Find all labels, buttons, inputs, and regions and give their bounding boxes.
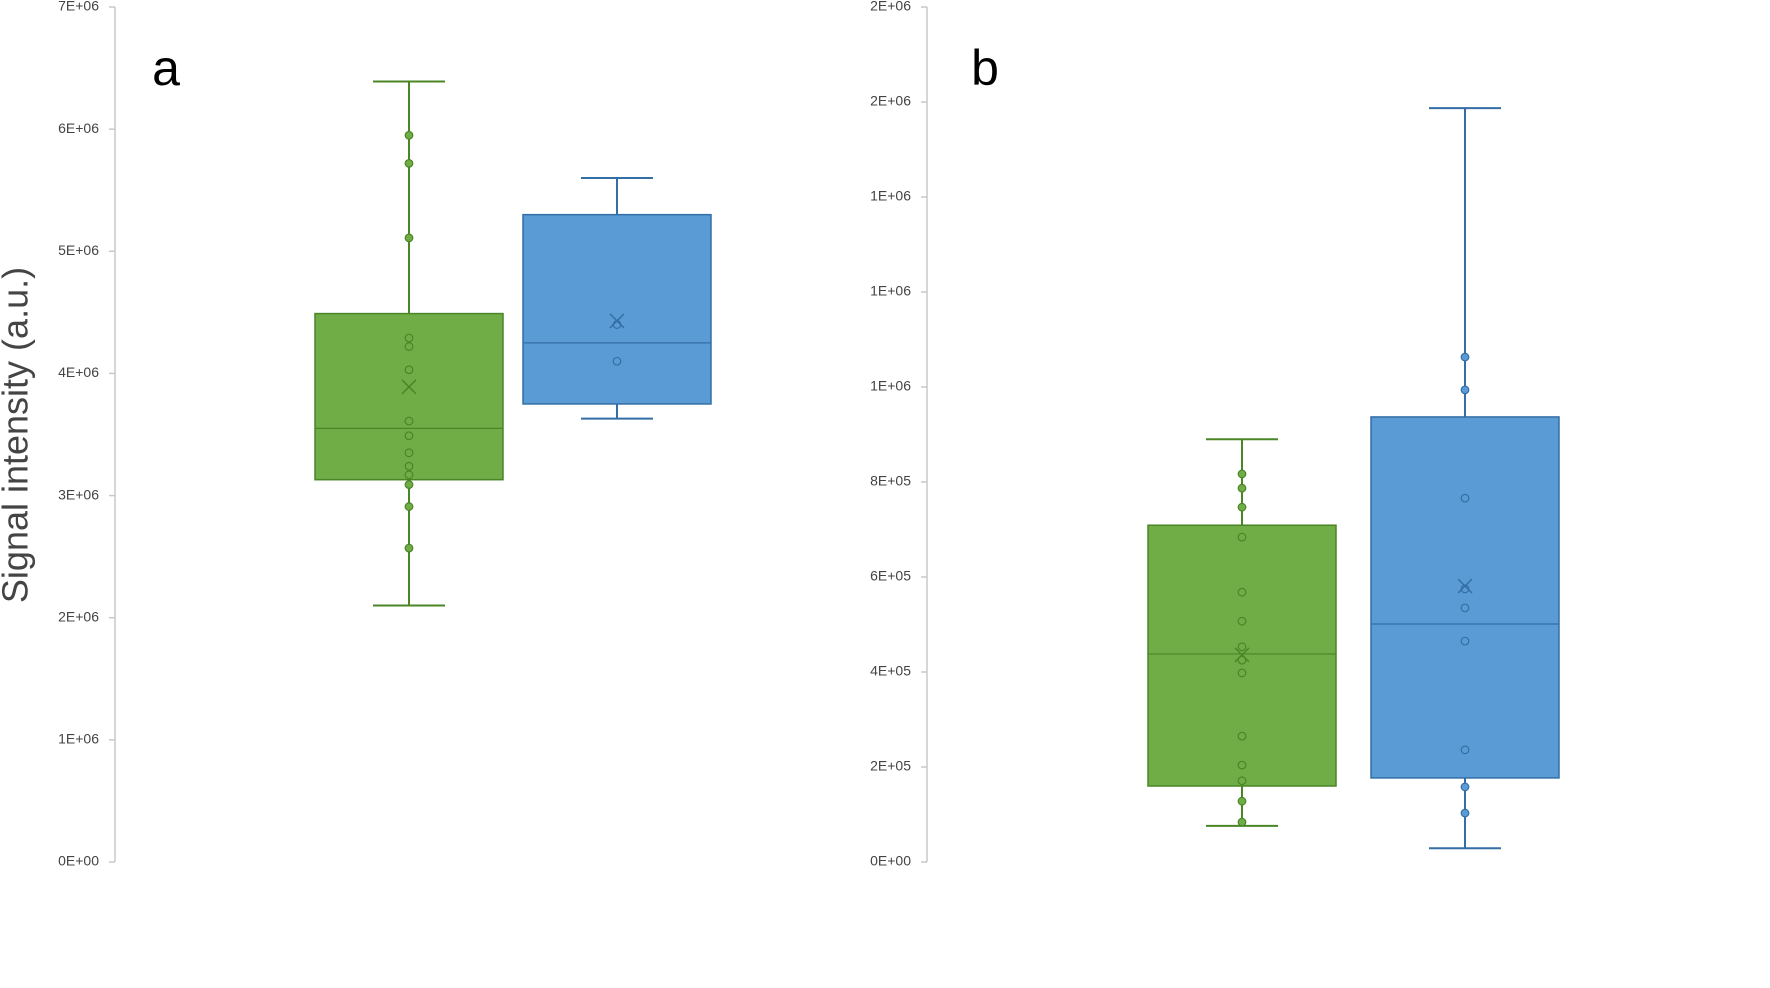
panel-label: a (152, 40, 180, 96)
data-point (1237, 502, 1247, 512)
box (314, 312, 504, 481)
y-tick-label: 1E+06 (870, 188, 911, 204)
y-tick-label: 7E+06 (58, 0, 99, 14)
y-tick-label: 2E+06 (58, 608, 99, 624)
panel-label: b (971, 40, 999, 96)
data-point (404, 470, 414, 480)
y-tick-label: 6E+06 (58, 120, 99, 136)
data-point (404, 448, 414, 458)
data-point (1237, 616, 1247, 626)
data-point (404, 431, 414, 441)
data-point (404, 342, 414, 351)
data-point (1237, 760, 1247, 770)
mean-marker (1457, 578, 1473, 594)
data-point (404, 233, 414, 243)
mean-marker (401, 379, 417, 395)
data-point (1460, 385, 1470, 395)
data-point (612, 356, 622, 366)
mean-marker (1234, 647, 1250, 663)
y-tick-label: 8E+05 (870, 473, 911, 489)
mean-marker (609, 313, 625, 329)
data-point (1237, 655, 1247, 665)
data-point (1460, 603, 1470, 613)
y-tick-label: 1E+06 (870, 378, 911, 394)
data-point (1237, 731, 1247, 741)
data-point (404, 480, 414, 489)
data-point (1460, 745, 1470, 755)
data-point (404, 158, 414, 168)
y-tick-label: 4E+05 (870, 663, 911, 679)
data-point (1460, 493, 1470, 503)
y-tick-label: 2E+06 (870, 93, 911, 109)
y-tick-label: 3E+06 (58, 486, 99, 502)
y-tick-label: 1E+06 (58, 731, 99, 747)
y-tick-label: 2E+06 (870, 0, 911, 14)
y-tick-label: 1E+06 (870, 283, 911, 299)
y-tick-label: 0E+00 (58, 853, 99, 869)
data-point (1237, 668, 1247, 678)
data-point (1460, 808, 1470, 818)
box (1370, 416, 1560, 779)
data-point (404, 543, 414, 553)
data-point (1460, 782, 1470, 792)
box (522, 213, 712, 405)
data-point (1237, 587, 1247, 597)
y-tick-label: 5E+06 (58, 242, 99, 258)
data-point (404, 461, 414, 471)
data-point (1237, 469, 1247, 479)
data-point (404, 365, 414, 375)
data-point (1237, 532, 1247, 542)
data-point (404, 502, 414, 511)
y-tick-label: 0E+00 (870, 853, 911, 869)
data-point (1237, 642, 1247, 652)
data-point (1460, 352, 1470, 362)
y-axis-label: Signal intensity (a.u.) (0, 267, 36, 603)
data-point (404, 333, 414, 343)
data-point (1237, 817, 1247, 827)
data-point (1237, 796, 1247, 806)
y-tick-label: 2E+05 (870, 758, 911, 774)
data-point (1237, 776, 1247, 786)
data-point (404, 130, 414, 140)
y-tick-label: 6E+05 (870, 568, 911, 584)
data-point (1237, 483, 1247, 493)
y-tick-label: 4E+06 (58, 364, 99, 380)
data-point (1460, 636, 1470, 646)
data-point (404, 416, 414, 426)
